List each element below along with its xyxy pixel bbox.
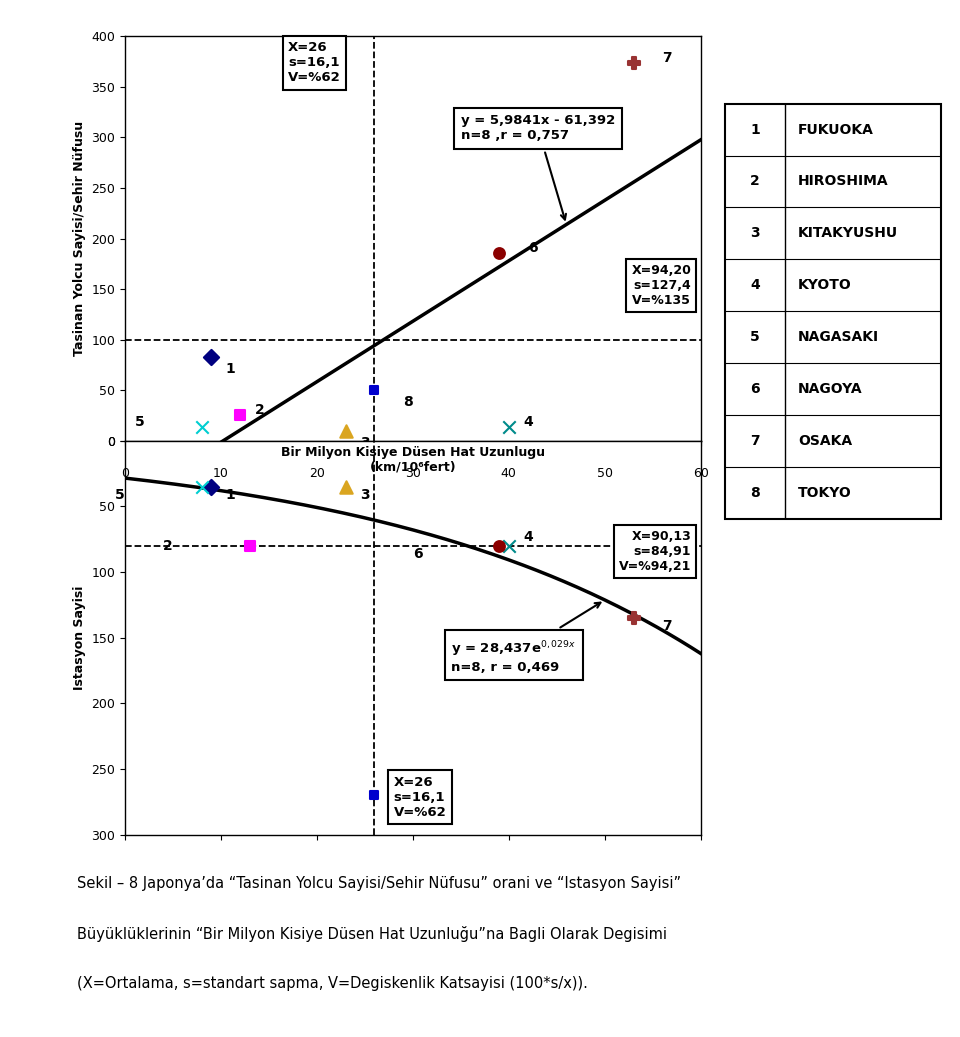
Text: 7: 7	[750, 433, 760, 448]
Text: 4: 4	[523, 415, 533, 428]
Text: X=90,13
s=84,91
V=%94,21: X=90,13 s=84,91 V=%94,21	[619, 530, 691, 573]
Text: 60: 60	[693, 467, 708, 480]
Text: 7: 7	[662, 51, 672, 64]
Text: 5: 5	[750, 330, 760, 344]
Point	[626, 54, 641, 71]
Text: 7: 7	[662, 619, 672, 633]
Text: 50: 50	[597, 467, 612, 480]
Text: 4: 4	[750, 278, 760, 292]
Text: TOKYO: TOKYO	[799, 485, 852, 500]
Point	[367, 382, 382, 398]
Text: 1: 1	[750, 122, 760, 137]
Text: X=94,20
s=127,4
V=%135: X=94,20 s=127,4 V=%135	[632, 263, 691, 307]
Point	[204, 478, 219, 495]
Text: 2: 2	[163, 539, 173, 553]
Text: KYOTO: KYOTO	[799, 278, 852, 292]
Point	[194, 418, 209, 435]
Text: 1: 1	[226, 362, 235, 376]
Text: 40: 40	[501, 467, 516, 480]
Text: 8: 8	[403, 788, 413, 803]
Text: 8: 8	[750, 485, 760, 500]
Text: 10: 10	[213, 467, 228, 480]
Point	[232, 408, 248, 424]
Y-axis label: Istasyon Sayisi: Istasyon Sayisi	[73, 586, 85, 690]
Text: Sekil – 8 Japonya’da “Tasinan Yolcu Sayisi/Sehir Nüfusu” orani ve “Istasyon Sayi: Sekil – 8 Japonya’da “Tasinan Yolcu Sayi…	[77, 876, 681, 891]
Text: 5: 5	[115, 487, 125, 502]
Text: X=26
s=16,1
V=%62: X=26 s=16,1 V=%62	[394, 776, 446, 818]
Text: Büyüklüklerinin “Bir Milyon Kisiye Düsen Hat Uzunluğu”na Bagli Olarak Degisimi: Büyüklüklerinin “Bir Milyon Kisiye Düsen…	[77, 926, 667, 942]
Text: 6: 6	[750, 382, 760, 396]
Text: 30: 30	[405, 467, 420, 480]
Point	[242, 537, 257, 554]
Point	[626, 610, 641, 626]
Point	[338, 478, 353, 495]
Text: y = 5,9841x - 61,392
n=8 ,r = 0,757: y = 5,9841x - 61,392 n=8 ,r = 0,757	[461, 114, 615, 220]
Y-axis label: Tasinan Yolcu Sayisi/Sehir Nüfusu: Tasinan Yolcu Sayisi/Sehir Nüfusu	[73, 121, 85, 356]
Point	[492, 245, 507, 261]
Point	[338, 422, 353, 439]
Text: 20: 20	[309, 467, 324, 480]
Text: Bir Milyon Kisiye Düsen Hat Uzunlugu
(km/10⁶fert): Bir Milyon Kisiye Düsen Hat Uzunlugu (km…	[280, 446, 544, 474]
Point	[194, 478, 209, 495]
Text: 2: 2	[750, 174, 760, 189]
Text: 1: 1	[226, 487, 235, 502]
Point	[501, 418, 516, 435]
Text: 8: 8	[403, 395, 413, 410]
Point	[492, 537, 507, 554]
Text: 6: 6	[528, 241, 538, 255]
Point	[204, 348, 219, 365]
Text: 4: 4	[523, 530, 533, 543]
Text: 6: 6	[413, 546, 422, 561]
Text: 2: 2	[254, 403, 264, 418]
Text: 3: 3	[360, 436, 370, 450]
Point	[367, 787, 382, 804]
Point	[501, 537, 516, 554]
Text: OSAKA: OSAKA	[799, 433, 852, 448]
Text: HIROSHIMA: HIROSHIMA	[799, 174, 889, 189]
Text: NAGOYA: NAGOYA	[799, 382, 863, 396]
Text: KITAKYUSHU: KITAKYUSHU	[799, 226, 899, 241]
Text: 3: 3	[360, 487, 370, 502]
Text: 5: 5	[134, 415, 144, 428]
Text: y = 28,437e$^{0,029x}$
n=8, r = 0,469: y = 28,437e$^{0,029x}$ n=8, r = 0,469	[451, 602, 600, 674]
Text: (X=Ortalama, s=standart sapma, V=Degiskenlik Katsayisi (100*s/x)).: (X=Ortalama, s=standart sapma, V=Degiske…	[77, 976, 588, 990]
Text: 3: 3	[750, 226, 760, 241]
Text: NAGASAKI: NAGASAKI	[799, 330, 879, 344]
Text: X=26
s=16,1
V=%62: X=26 s=16,1 V=%62	[288, 41, 341, 84]
Text: FUKUOKA: FUKUOKA	[799, 122, 875, 137]
Text: 0: 0	[121, 467, 129, 480]
